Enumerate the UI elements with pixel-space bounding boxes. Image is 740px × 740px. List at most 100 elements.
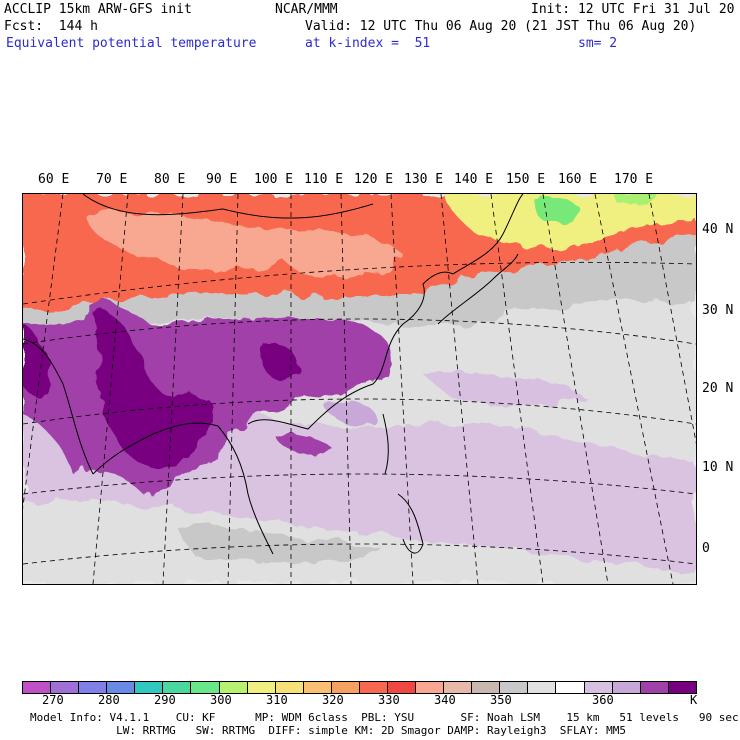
coastline: [452, 194, 524, 275]
colorbar-swatch: [500, 682, 529, 693]
coastlines: [23, 194, 524, 555]
colorbar-swatch: [247, 682, 276, 693]
philippines-coast: [397, 493, 424, 554]
lat-label: 10 N: [702, 460, 734, 475]
parallel-line: [23, 398, 696, 425]
lon-label: 80 E: [154, 172, 186, 187]
map-svg: [23, 194, 696, 584]
level-info: at k-index = 51: [305, 36, 431, 51]
coastline: [92, 422, 274, 555]
lon-label: 110 E: [304, 172, 344, 187]
colorbar-swatch: [444, 682, 473, 693]
gray-band: [23, 234, 696, 334]
lavender-patch: [323, 402, 376, 426]
colorbar-swatch: [191, 682, 220, 693]
meridian-line: [648, 194, 696, 444]
colorbar-swatch: [528, 682, 557, 693]
colorbar-tick: 360: [592, 693, 614, 707]
coastline: [23, 338, 94, 475]
model-info-line1: Model Info: V4.1.1 CU: KF MP: WDM 6class…: [30, 711, 739, 724]
colorbar-swatch: [23, 682, 52, 693]
colorbar-swatch: [359, 682, 389, 693]
lon-label: 90 E: [206, 172, 238, 187]
warm-salmon-patch: [273, 230, 403, 278]
colorbar-tick: 350: [490, 693, 512, 707]
parallel-line: [23, 543, 696, 565]
gray-patch: [173, 524, 383, 561]
meridian-line: [390, 194, 414, 584]
colorbar-swatch: [107, 682, 136, 693]
lon-label: 120 E: [354, 172, 394, 187]
lon-label: 160 E: [558, 172, 598, 187]
colorbar-unit: K: [690, 693, 698, 707]
lat-label: 30 N: [702, 303, 734, 318]
lavender-patch: [423, 372, 583, 406]
colorbar-tick: 300: [210, 693, 232, 707]
colorbar-swatch: [388, 682, 417, 693]
colorbar-swatch: [640, 682, 669, 693]
colorbar-swatch: [472, 682, 501, 693]
meridian-line: [542, 194, 609, 584]
colorbar-swatch: [668, 682, 696, 693]
colorbar-swatch: [219, 682, 248, 693]
colorbar-swatch: [135, 682, 164, 693]
valid-time: Valid: 12 UTC Thu 06 Aug 20 (21 JST Thu …: [305, 19, 697, 34]
graticule: [23, 194, 696, 584]
colorbar-swatch: [51, 682, 80, 693]
colorbar-tick: 330: [378, 693, 400, 707]
meridian-line: [340, 194, 352, 584]
colorbar-swatch: [163, 682, 192, 693]
colorbar-tick: 280: [98, 693, 120, 707]
parallel-line: [23, 473, 696, 495]
lon-label: 100 E: [254, 172, 294, 187]
lon-label: 150 E: [506, 172, 546, 187]
colorbar-swatch: [79, 682, 108, 693]
map-panel: [22, 193, 697, 585]
lat-label: 20 N: [702, 381, 734, 396]
colorbar-tick: 270: [42, 693, 64, 707]
colorbar-tick: 310: [266, 693, 288, 707]
model-info-line2: LW: RRTMG SW: RRTMG DIFF: simple KM: 2D …: [30, 724, 627, 737]
colorbar-tick: 290: [154, 693, 176, 707]
field-name: Equivalent potential temperature: [6, 36, 257, 51]
model-title: ACCLIP 15km ARW-GFS init: [4, 2, 192, 17]
colorbar-swatch: [416, 682, 445, 693]
warm-salmon-patch: [83, 211, 296, 271]
dark-purple-core: [93, 312, 212, 467]
init-time: Init: 12 UTC Fri 31 Jul 20: [531, 2, 735, 17]
center-title: NCAR/MMM: [275, 2, 338, 17]
lat-label: 0: [702, 541, 710, 556]
meridian-line: [440, 194, 479, 584]
lon-label: 60 E: [38, 172, 70, 187]
colorbar-swatch: [612, 682, 641, 693]
dark-purple-patch: [23, 324, 50, 399]
green-patch: [533, 197, 583, 224]
border-line: [82, 194, 374, 219]
colorbar-tick: 320: [322, 693, 344, 707]
parallel-line: [23, 261, 696, 305]
purple-patch: [273, 432, 333, 454]
lat-label: 40 N: [702, 222, 734, 237]
colorbar-swatch: [303, 682, 332, 693]
meridian-line: [92, 194, 129, 584]
meridian-line: [594, 194, 674, 584]
colorbar-tick: 340: [434, 693, 456, 707]
lon-label: 170 E: [614, 172, 654, 187]
lon-label: 70 E: [96, 172, 128, 187]
taiwan-philippines-coast: [382, 413, 389, 475]
meridian-line: [490, 194, 544, 584]
dark-purple-patch: [263, 343, 299, 382]
coastline: [247, 271, 454, 430]
meridian-line: [227, 194, 239, 584]
colorbar-swatch: [584, 682, 613, 693]
colorbar-swatch: [331, 682, 360, 693]
smoothing-info: sm= 2: [578, 36, 618, 51]
meridian-line: [162, 194, 184, 584]
lon-label: 140 E: [454, 172, 494, 187]
forecast-hour: Fcst: 144 h: [4, 19, 98, 34]
colorbar-swatch: [275, 682, 304, 693]
colorbar-swatch: [556, 682, 585, 693]
meridian-line: [23, 194, 64, 510]
parallel-line: [23, 318, 696, 345]
lon-label: 130 E: [404, 172, 444, 187]
